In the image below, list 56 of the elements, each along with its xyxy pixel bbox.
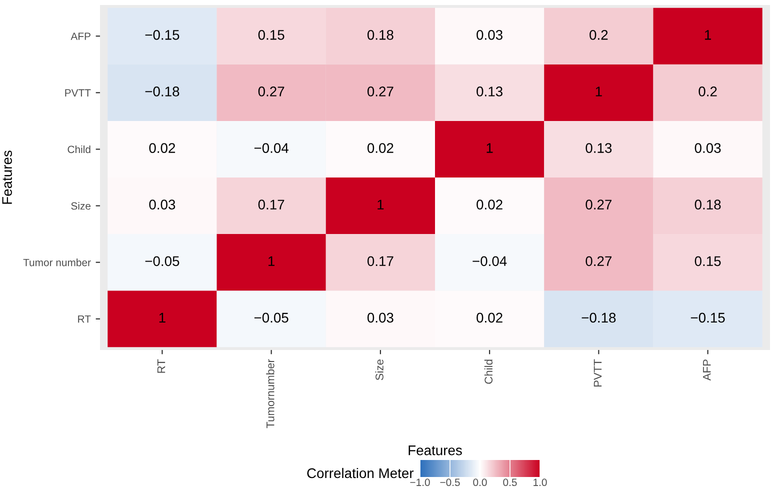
x-tick-label: RT	[157, 359, 166, 373]
data-label: 0.13	[476, 86, 502, 96]
x-tick-label: AFP	[703, 360, 711, 381]
data-label: −0.05	[145, 256, 180, 266]
data-label: 1	[596, 86, 602, 96]
data-label: 0.17	[258, 200, 284, 210]
data-label: 0.03	[476, 30, 502, 40]
color-bar-label: 0.0	[473, 478, 487, 486]
y-tick-label: RT	[78, 316, 91, 323]
data-label: 0.27	[586, 200, 612, 210]
data-label: 0.27	[586, 256, 612, 266]
data-label: 0.03	[367, 312, 394, 323]
y-tick-label: Tumor number	[23, 258, 91, 266]
data-label: 1	[378, 200, 384, 210]
data-label: 0.2	[698, 86, 717, 96]
data-label: 0.15	[694, 256, 721, 266]
data-label: 0.02	[476, 200, 502, 210]
color-bar-label: 1.0	[534, 478, 547, 486]
x-axis-title: Features	[408, 446, 462, 456]
data-label: 0.03	[149, 200, 176, 210]
data-label: −0.15	[145, 30, 180, 40]
data-label: −0.04	[254, 143, 288, 153]
x-tick-label: Child	[484, 360, 493, 384]
data-label: 0.02	[476, 312, 502, 323]
data-label: 1	[268, 256, 275, 266]
data-label: −0.04	[472, 256, 507, 266]
color-bar-label: 0.5	[503, 478, 517, 486]
data-label: 0.17	[367, 256, 394, 266]
x-tick-label: Size	[375, 360, 384, 380]
color-bar-label: −1.0	[410, 478, 430, 486]
data-label: 0.02	[367, 143, 394, 153]
data-label: 0.2	[590, 30, 608, 40]
data-label: 1	[705, 30, 711, 40]
data-label: −0.18	[145, 86, 180, 96]
data-label: 1	[486, 143, 493, 153]
data-label: 0.18	[367, 30, 394, 40]
data-label: −0.05	[254, 312, 288, 323]
y-tick-label: AFP	[70, 32, 90, 40]
y-tick-label: PVTT	[65, 89, 91, 96]
data-label: −0.18	[582, 312, 616, 323]
color-bar-label: −0.5	[440, 478, 460, 486]
data-label: −0.15	[690, 312, 725, 323]
data-label: 1	[159, 312, 166, 322]
data-label: 0.03	[694, 143, 721, 153]
y-axis-title: Features	[2, 150, 12, 204]
data-label: 0.13	[586, 143, 612, 153]
data-label: 0.27	[258, 86, 284, 96]
x-tick-label: PVTT	[594, 359, 602, 387]
data-label: 0.18	[694, 200, 721, 210]
y-tick-label: Size	[71, 202, 91, 210]
x-tick-label: Tumornumber	[266, 359, 274, 428]
data-label: 0.15	[258, 30, 284, 40]
color-bar-title: Correlation Meter	[307, 468, 414, 478]
data-label: 0.02	[149, 143, 176, 153]
data-label: 0.27	[367, 86, 394, 96]
y-tick-label: Child	[68, 145, 90, 154]
